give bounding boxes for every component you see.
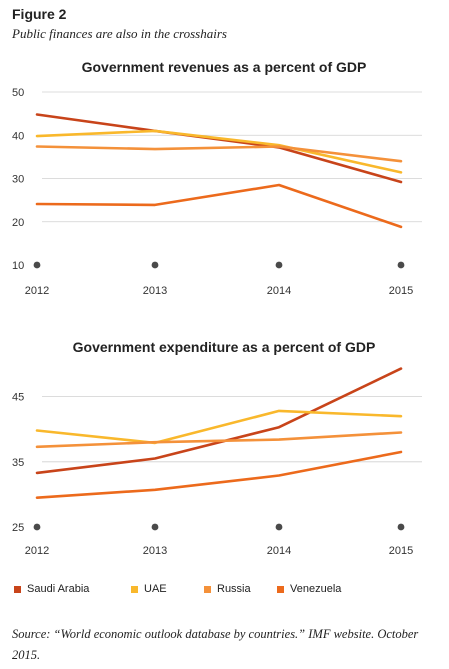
x-tick-label: 2012 (25, 545, 49, 557)
legend-item-russia: Russia (204, 583, 251, 595)
x-axis-marker (275, 261, 283, 269)
expenditure-chart: Government expenditure as a percent of G… (12, 339, 422, 557)
chart-title: Government revenues as a percent of GDP (82, 59, 367, 75)
legend-swatch-saudi-arabia (14, 585, 21, 593)
legend-label-venezuela: Venezuela (290, 583, 342, 595)
y-tick-label: 10 (12, 260, 24, 272)
y-tick-label: 20 (12, 217, 24, 229)
x-tick-label: 2013 (143, 545, 167, 557)
legend-item-saudi-arabia: Saudi Arabia (14, 583, 89, 595)
legend-swatch-russia (204, 585, 211, 593)
legend-label-russia: Russia (217, 583, 251, 595)
legend-swatch-venezuela (277, 585, 284, 593)
x-axis-marker (275, 523, 283, 531)
series-line-uae (35, 129, 403, 174)
y-tick-label: 30 (12, 174, 24, 186)
series-line-venezuela (35, 183, 403, 229)
y-tick-label: 35 (12, 457, 24, 469)
series-line-venezuela (35, 450, 403, 499)
y-tick-label: 50 (12, 87, 24, 99)
x-tick-label: 2014 (267, 285, 291, 297)
chart-legend: Saudi Arabia UAE Russia Venezuela (14, 583, 444, 601)
legend-item-venezuela: Venezuela (277, 583, 341, 595)
x-axis-marker (33, 261, 41, 269)
legend-label-saudi-arabia: Saudi Arabia (27, 583, 90, 595)
series-line-uae (35, 409, 403, 445)
x-axis-marker (151, 261, 159, 269)
series-line-russia (35, 431, 403, 449)
legend-label-uae: UAE (144, 583, 167, 595)
y-tick-label: 40 (12, 130, 24, 142)
x-axis-marker (397, 261, 405, 269)
x-axis-marker (397, 523, 405, 531)
y-tick-label: 25 (12, 522, 24, 534)
legend-item-uae: UAE (131, 583, 167, 595)
series-line-saudi-arabia (35, 367, 403, 475)
x-tick-label: 2015 (389, 285, 413, 297)
chart-title: Government expenditure as a percent of G… (73, 339, 376, 355)
series-line-russia (35, 145, 403, 163)
x-tick-label: 2013 (143, 285, 167, 297)
x-axis-marker (33, 523, 41, 531)
x-tick-label: 2014 (267, 545, 291, 557)
x-axis-marker (151, 523, 159, 531)
x-tick-label: 2015 (389, 545, 413, 557)
figure-subtitle: Public finances are also in the crosshai… (12, 26, 227, 41)
x-tick-label: 2012 (25, 285, 49, 297)
legend-swatch-uae (131, 585, 138, 593)
figure-source: Source: “World economic outlook database… (12, 627, 419, 662)
y-tick-label: 45 (12, 392, 24, 404)
figure-label: Figure 2 (12, 6, 67, 22)
revenues-chart: Government revenues as a percent of GDP 1… (12, 59, 422, 297)
